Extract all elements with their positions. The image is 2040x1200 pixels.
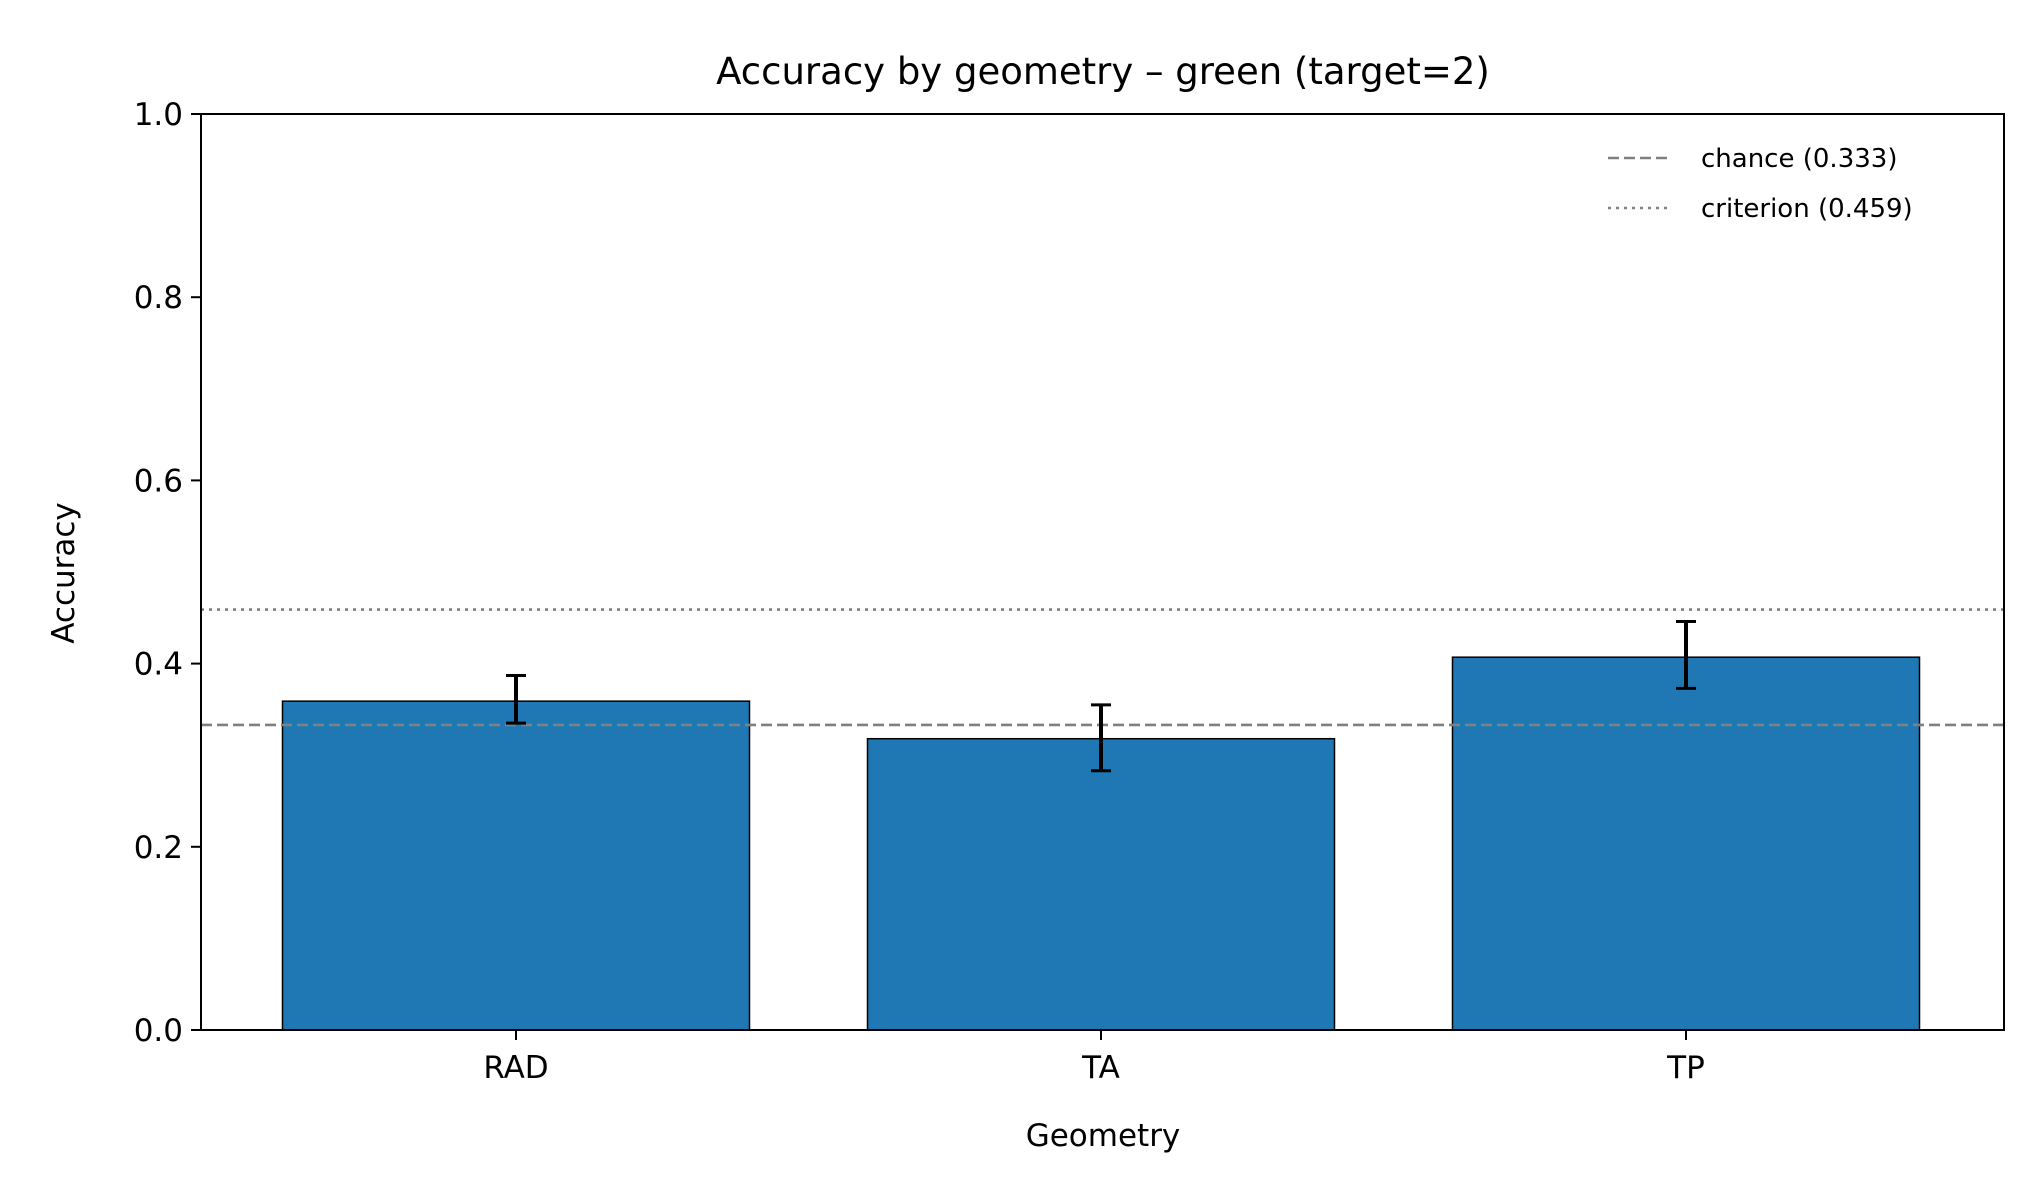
y-axis-label: Accuracy — [46, 502, 82, 644]
y-tick-label: 0.4 — [134, 647, 183, 683]
y-tick-label: 0.0 — [134, 1013, 183, 1049]
y-tick-label: 0.6 — [134, 463, 183, 499]
bar-tp — [1451, 656, 1921, 1031]
legend-chance-label: chance (0.333) — [1701, 144, 1897, 174]
legend-criterion-label: criterion (0.459) — [1701, 194, 1913, 224]
y-tick-label: 1.0 — [134, 97, 183, 133]
x-tick-label: TA — [1081, 1050, 1120, 1086]
bar-rad — [281, 700, 751, 1031]
y-tick-label: 0.8 — [134, 280, 183, 316]
x-tick-label: TP — [1666, 1050, 1705, 1086]
x-tick-label: RAD — [483, 1050, 548, 1086]
y-tick-label: 0.2 — [134, 830, 183, 866]
axes-frame — [200, 113, 2005, 1031]
x-axis-label: Geometry — [1026, 1118, 1181, 1154]
plot-area: 0.0 0.2 0.4 0.6 0.8 1.0 RAD TA TP — [134, 97, 2005, 1086]
legend: chance (0.333) criterion (0.459) — [1608, 144, 1913, 224]
chart-title: Accuracy by geometry – green (target=2) — [716, 50, 1490, 93]
bar-ta — [866, 737, 1336, 1031]
